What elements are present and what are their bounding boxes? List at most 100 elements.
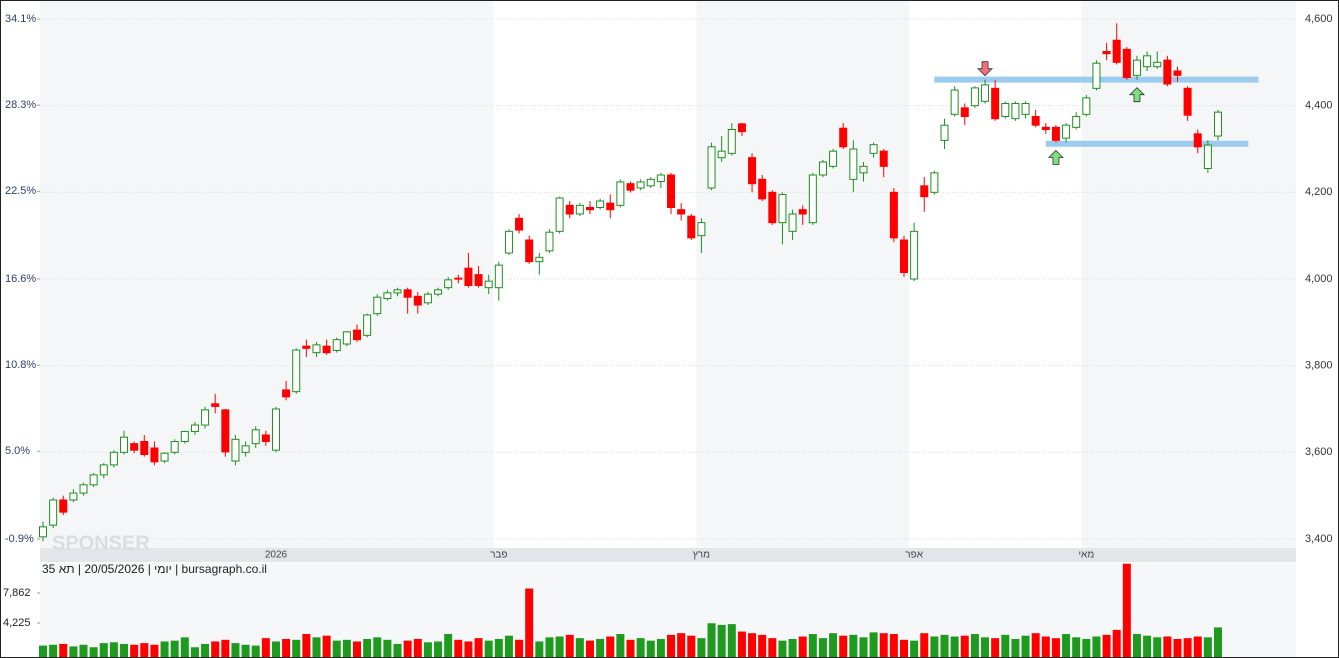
candle-body	[201, 409, 210, 426]
signal-arrow	[977, 61, 993, 77]
candle-body	[180, 431, 189, 442]
volume-bar	[261, 638, 270, 658]
y-tick-label: 3,600	[1305, 446, 1333, 458]
volume-bar	[1041, 636, 1050, 658]
volume-bar	[373, 637, 382, 658]
candle-body	[930, 172, 939, 193]
y2-tick-label: 22.5%	[5, 185, 36, 197]
volume-bar	[818, 638, 827, 658]
candle-body	[1072, 116, 1081, 128]
volume-bar	[251, 645, 260, 658]
volume-bar	[180, 637, 189, 658]
volume-bar	[120, 643, 129, 658]
candle-body	[788, 213, 797, 232]
volume-bar	[768, 638, 777, 658]
candle-body	[302, 345, 311, 349]
candle-body	[616, 181, 625, 206]
volume-bar	[282, 638, 291, 658]
volume-bar	[1031, 633, 1040, 658]
candle-body	[312, 344, 321, 354]
candle-body	[555, 197, 564, 232]
candle-body	[383, 292, 392, 300]
volume-bar	[423, 642, 432, 658]
volume-bar	[211, 641, 220, 658]
x-tick-label: מרץ	[693, 550, 710, 561]
volume-bar	[1153, 637, 1162, 658]
volume-bar	[1203, 637, 1212, 658]
candle-body	[677, 209, 686, 215]
candle-body	[39, 526, 47, 538]
candle-body	[49, 499, 58, 526]
candle-body	[687, 215, 696, 239]
candle-body	[231, 438, 240, 462]
volume-bar	[1143, 635, 1152, 658]
y2-tick-label: -0.9%	[5, 533, 34, 545]
y2-tick-label: 16.6%	[5, 273, 36, 285]
x-tick-label: אפר	[905, 550, 923, 561]
volume-bar	[1193, 636, 1202, 658]
candle-body	[596, 200, 605, 208]
volume-bar	[494, 638, 503, 658]
candle-body	[636, 181, 645, 189]
candle-body	[818, 161, 827, 176]
candle-body	[697, 222, 706, 237]
volume-bar	[535, 641, 544, 658]
volume-bar	[717, 624, 726, 658]
y2-tick-label: 28.3%	[5, 99, 36, 111]
volume-bar	[292, 639, 301, 658]
candle-body	[353, 329, 362, 341]
volume-bar	[190, 647, 199, 658]
candle-body	[1143, 55, 1152, 68]
candle-body	[211, 403, 220, 407]
volume-bar	[910, 640, 919, 658]
y2-tick-label: 34.1%	[5, 13, 36, 25]
volume-bar	[798, 636, 807, 658]
candle-body	[393, 289, 402, 294]
candle-body	[120, 436, 129, 453]
volume-bar	[849, 634, 858, 658]
candle-body	[69, 492, 78, 501]
candle-body	[525, 239, 534, 263]
candle-body	[869, 144, 878, 154]
candle-body	[271, 408, 280, 451]
candle-body	[798, 209, 807, 215]
volume-bar	[241, 644, 250, 658]
candle-body	[444, 279, 453, 289]
volume-bar	[575, 638, 584, 658]
volume-bar	[839, 635, 848, 658]
candle-body	[221, 409, 230, 453]
volume-bar	[1092, 636, 1101, 658]
volume-bar	[626, 639, 635, 658]
candle-body	[515, 217, 524, 231]
volume-bar	[39, 645, 47, 658]
volume-bar	[89, 647, 98, 658]
volume-bar	[201, 643, 210, 658]
candle-body	[808, 174, 817, 224]
volume-tick-label: 4,225	[3, 617, 31, 629]
candle-body	[1183, 87, 1192, 116]
volume-bar	[49, 644, 58, 658]
candle-body	[241, 445, 250, 453]
candle-body	[768, 191, 777, 224]
candle-body	[656, 174, 665, 182]
candle-body	[1214, 111, 1222, 137]
volume-bar	[1001, 634, 1010, 658]
volume-bar	[322, 635, 331, 658]
candle-body	[585, 207, 594, 211]
candle-body	[140, 441, 149, 455]
volume-bar	[332, 640, 341, 658]
y-tick-label: 4,000	[1305, 273, 1333, 285]
volume-bar	[1214, 627, 1222, 658]
volume-bar	[869, 632, 878, 658]
candle-body	[1102, 51, 1111, 55]
info-label: יומי | 20/05/2026 | תא 35 | bursagraph.c…	[42, 562, 267, 576]
y-tick-label: 4,600	[1305, 13, 1333, 25]
y-tick-label: 4,400	[1305, 100, 1333, 112]
volume-bar	[444, 634, 453, 658]
candle-body	[434, 289, 443, 295]
volume-bar	[413, 638, 422, 658]
candle-body	[1011, 103, 1020, 120]
candle-body	[960, 107, 969, 118]
candle-body	[940, 124, 949, 141]
candle-body	[261, 434, 270, 442]
